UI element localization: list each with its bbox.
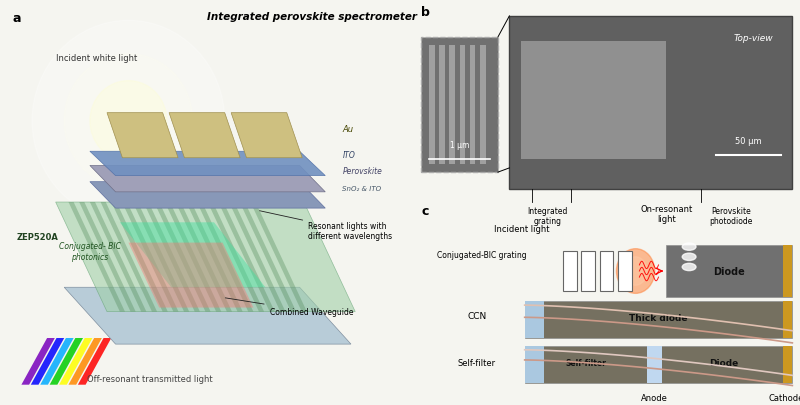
Text: Cathode: Cathode [769,393,800,402]
Text: b: b [422,6,430,19]
Polygon shape [250,202,307,312]
Polygon shape [143,202,200,312]
Text: Perovskite: Perovskite [342,166,382,175]
Bar [450,46,455,164]
Text: Resonant lights with
different wavelengths: Resonant lights with different wavelengt… [259,211,392,241]
Polygon shape [231,113,302,158]
Polygon shape [79,202,136,312]
Text: Off-resonant transmitted light: Off-resonant transmitted light [87,374,213,383]
Text: ITO: ITO [342,150,355,159]
Text: CCN: CCN [467,311,486,320]
Polygon shape [69,202,125,312]
Bar [525,302,792,338]
Bar [525,346,544,383]
Bar [470,46,475,164]
Text: Incident white light: Incident white light [56,54,137,63]
Bar [525,346,792,383]
Text: Anode: Anode [642,393,668,402]
Polygon shape [122,202,178,312]
Polygon shape [240,202,296,312]
Polygon shape [218,202,274,312]
Circle shape [682,264,696,271]
Text: ZEP520A: ZEP520A [17,232,59,241]
Ellipse shape [32,21,225,222]
Polygon shape [40,338,74,385]
Polygon shape [59,338,93,385]
Bar [510,17,792,190]
Text: Combined Waveguide: Combined Waveguide [226,298,353,316]
Polygon shape [64,288,351,344]
Text: On-resonant
light: On-resonant light [640,205,692,224]
Polygon shape [101,202,157,312]
Ellipse shape [90,81,167,162]
Polygon shape [169,113,240,158]
Polygon shape [90,152,326,176]
Text: 1 μm: 1 μm [450,141,470,149]
Text: c: c [422,205,429,217]
Text: Perovskite
photodiode: Perovskite photodiode [710,207,753,226]
Polygon shape [165,202,222,312]
Bar [521,42,666,160]
Text: SnO₂ & ITO: SnO₂ & ITO [342,185,382,191]
Text: Thick diode: Thick diode [630,313,688,322]
Text: Top-view: Top-view [734,34,774,43]
Polygon shape [120,223,266,288]
Text: 50 μm: 50 μm [735,136,762,145]
Bar [782,346,792,383]
Bar [439,46,445,164]
Polygon shape [69,338,102,385]
Bar [422,38,498,173]
Bar [460,46,466,164]
Bar [525,302,544,338]
Bar [618,251,632,292]
Polygon shape [197,202,254,312]
Polygon shape [22,338,54,385]
Text: Diode: Diode [714,266,745,276]
Bar [666,245,792,298]
Bar [582,251,595,292]
Bar [429,46,434,164]
Polygon shape [186,202,242,312]
Text: Incident light: Incident light [494,224,550,233]
Polygon shape [207,202,264,312]
Bar [480,46,486,164]
Bar [563,251,577,292]
Polygon shape [90,202,146,312]
Polygon shape [107,113,178,158]
Polygon shape [111,202,168,312]
Text: Self-filter: Self-filter [458,358,496,367]
Text: Diode: Diode [709,358,738,367]
Bar [782,302,792,338]
Circle shape [682,243,696,251]
Polygon shape [90,182,326,209]
Text: Integrated
grating: Integrated grating [527,207,568,226]
Polygon shape [31,338,64,385]
Ellipse shape [617,249,654,294]
Polygon shape [229,202,286,312]
Text: a: a [13,12,22,25]
Polygon shape [175,202,232,312]
Polygon shape [154,202,210,312]
Text: Integrated perovskite spectrometer: Integrated perovskite spectrometer [207,12,418,22]
Ellipse shape [624,257,647,286]
Text: Self-filter: Self-filter [566,358,606,367]
Bar [600,251,614,292]
Polygon shape [133,202,189,312]
Polygon shape [128,243,254,308]
Polygon shape [56,202,355,312]
Circle shape [682,254,696,261]
Polygon shape [78,338,111,385]
Polygon shape [90,166,326,192]
Ellipse shape [64,55,193,188]
Text: Conjugated- BIC
photonics: Conjugated- BIC photonics [59,242,121,261]
Bar [647,346,662,383]
Polygon shape [50,338,83,385]
Text: Au: Au [342,125,354,134]
Text: Conjugated-BIC grating: Conjugated-BIC grating [437,251,526,260]
Bar [782,245,792,298]
